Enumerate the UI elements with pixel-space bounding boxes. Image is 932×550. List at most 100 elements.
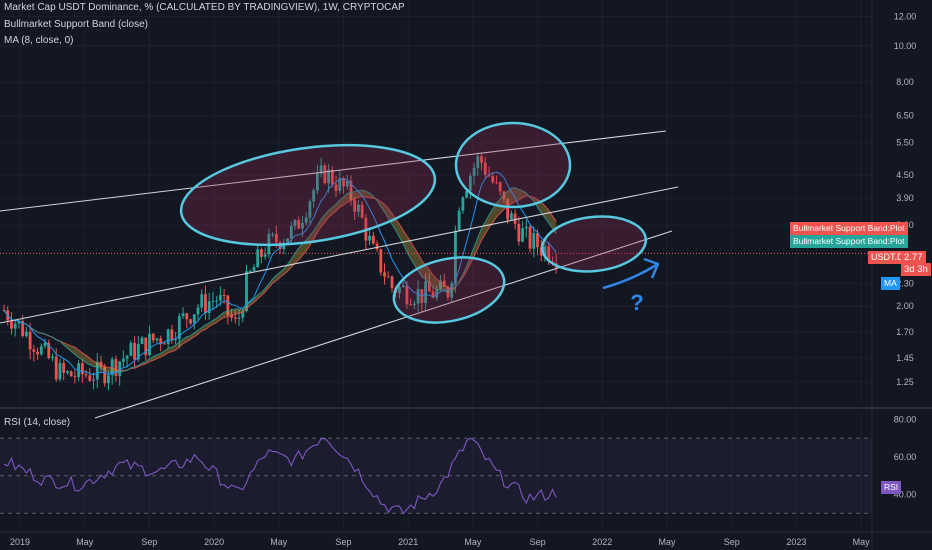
candle-body: [416, 289, 420, 304]
candle-body: [151, 333, 155, 341]
candle-body: [237, 317, 241, 319]
y-tick-label: 8.00: [896, 77, 914, 87]
x-tick-label: Sep: [335, 537, 351, 547]
projection-arrow: [602, 262, 659, 290]
candle-body: [398, 287, 401, 293]
rsi-pane: [0, 410, 872, 532]
x-tick-label: 2020: [204, 537, 224, 547]
x-tick-label: May: [270, 537, 288, 547]
candle-body: [353, 200, 357, 212]
candle-body: [524, 226, 528, 229]
symbol-tag: USDT.D: [868, 251, 907, 264]
candle-body: [159, 338, 163, 344]
candle-body: [21, 321, 25, 337]
candle-body: [24, 331, 28, 337]
trend-line: [0, 130, 667, 212]
candle-body: [517, 223, 521, 242]
candle-body: [51, 356, 54, 358]
y-tick-label: 2.30: [896, 278, 914, 288]
x-tick-label: May: [853, 537, 871, 547]
legend-band[interactable]: Bullmarket Support Band (close): [4, 19, 148, 30]
candle-body: [409, 304, 413, 306]
candle-body: [424, 281, 427, 304]
y-tick-label: 12.00: [894, 12, 917, 22]
rsi-line: [3, 437, 557, 515]
candle-body: [297, 220, 301, 229]
candle-body: [465, 190, 469, 198]
legend-symbol[interactable]: Market Cap USDT Dominance, % (CALCULATED…: [4, 2, 405, 13]
candle-body: [375, 243, 379, 250]
candle-body: [345, 180, 349, 187]
candle-body: [177, 316, 181, 340]
candle-body: [114, 359, 118, 376]
candle-body: [330, 169, 334, 185]
candle-body: [457, 210, 461, 231]
x-tick-label: 2022: [592, 537, 612, 547]
y-tick-label: 3.90: [896, 193, 914, 203]
candle-body: [230, 314, 233, 318]
candle-body: [383, 272, 386, 277]
candle-body: [476, 156, 480, 168]
candle-body: [349, 180, 353, 201]
candle-body: [439, 280, 442, 289]
x-tick-label: 2021: [398, 537, 418, 547]
candle-body: [521, 228, 524, 242]
candle-body: [386, 276, 390, 278]
y-tick-label: 1.45: [896, 353, 914, 363]
candle-body: [472, 167, 476, 176]
candle-body: [412, 303, 416, 305]
candle-body: [271, 233, 275, 235]
candle-body: [289, 225, 293, 239]
candle-body: [185, 313, 189, 320]
candle-body: [263, 254, 267, 257]
highlight-ellipse: [540, 215, 648, 273]
candle-body: [211, 300, 215, 302]
highlight-ellipse: [454, 121, 572, 209]
candle-body: [435, 288, 439, 298]
legend-ma[interactable]: MA (8, close, 0): [4, 35, 74, 46]
candle-body: [342, 177, 345, 187]
candle-body: [536, 233, 539, 248]
candle-body: [88, 375, 92, 381]
candle-body: [405, 285, 409, 305]
question-mark: ?: [630, 290, 643, 315]
x-axis: 2019 May Sep 2020 May Sep 2021 May Sep 2022 May Sep…: [10, 0, 870, 547]
rsi-tag: RSI: [881, 481, 902, 494]
candle-body: [241, 311, 245, 318]
candle-body: [133, 342, 136, 360]
countdown-tag: 3d 3h: [901, 263, 931, 276]
candle-body: [495, 182, 498, 184]
candle-body: [148, 333, 151, 356]
candle-body: [248, 270, 252, 272]
x-tick-label: Sep: [530, 537, 546, 547]
candle-body: [301, 222, 304, 229]
candle-body: [327, 169, 330, 184]
candle-body: [144, 337, 148, 356]
band-sma-line: [3, 195, 557, 371]
candle-body: [103, 366, 107, 384]
candle-body: [125, 355, 129, 359]
x-tick-label: 2019: [10, 537, 30, 547]
y-tick-label: 2.00: [896, 301, 914, 311]
rsi-tick-label: 80.00: [894, 414, 917, 424]
legend-rsi[interactable]: RSI (14, close): [4, 417, 71, 428]
band-ema-line: [3, 187, 557, 373]
candle-body: [43, 342, 47, 347]
candle-body: [174, 339, 178, 341]
candle-body: [129, 342, 133, 356]
candle-body: [390, 276, 394, 288]
x-tick-label: May: [658, 537, 676, 547]
ma-tag: MA: [881, 277, 900, 290]
price-tag: 2.77: [901, 251, 926, 264]
candle-body: [17, 321, 21, 324]
candle-body: [509, 213, 513, 220]
y-tick-label: 6.50: [896, 111, 914, 121]
candle-body: [207, 301, 211, 314]
candle-body: [513, 213, 517, 224]
x-tick-label: May: [464, 537, 482, 547]
candle-body: [163, 343, 166, 345]
arrow-head: [643, 257, 660, 279]
candle-body: [218, 295, 222, 301]
